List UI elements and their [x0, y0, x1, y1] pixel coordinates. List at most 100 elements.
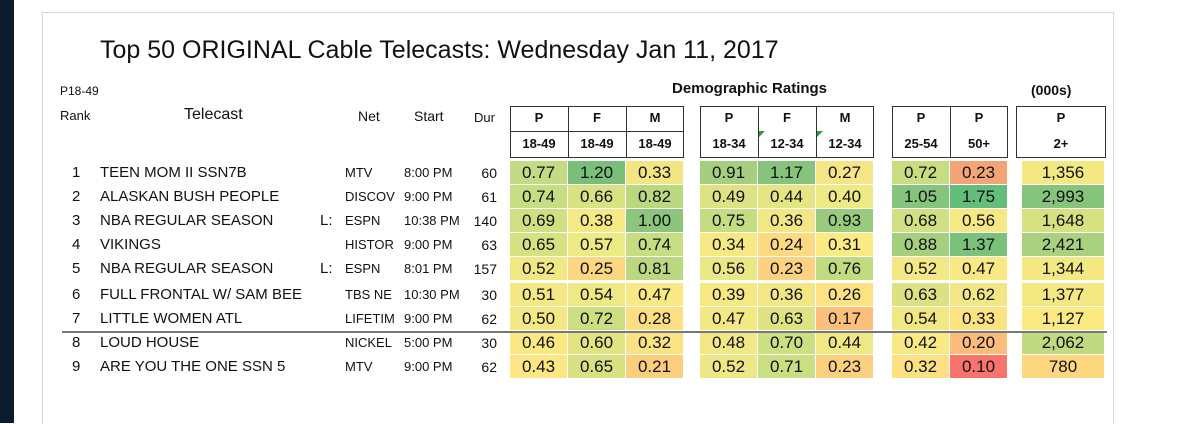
rating-cell: 0.51 — [510, 283, 567, 306]
start-cell: 10:38 PM — [404, 213, 460, 228]
comment-marker-icon — [817, 131, 823, 137]
rating-cell: 0.65 — [510, 233, 567, 256]
telecast-cell: VIKINGS — [100, 236, 161, 253]
rating-cell: 1.17 — [758, 161, 815, 184]
rating-cell: 0.44 — [758, 185, 815, 208]
rating-cell: 0.17 — [816, 307, 873, 330]
rating-cell: 0.76 — [816, 257, 873, 280]
column-head-top: P — [974, 110, 984, 125]
rating-cell: 0.33 — [626, 161, 683, 184]
telecast-cell: FULL FRONTAL W/ SAM BEE — [100, 286, 302, 303]
rating-cell: 0.62 — [950, 283, 1007, 306]
rating-cell: 0.54 — [892, 307, 949, 330]
net-cell: ESPN — [345, 213, 381, 228]
rank-cell: 5 — [72, 260, 81, 277]
table-row: 4 VIKINGS HISTOR 9:00 PM 63 0.65 0.57 0.74 0.34 0… — [0, 233, 1180, 257]
p18-label: P18-49 — [60, 84, 99, 98]
rating-cell: 0.52 — [510, 257, 567, 280]
telecast-header: Telecast — [184, 106, 243, 123]
telecast-cell: LITTLE WOMEN ATL — [100, 310, 243, 327]
column-head-divider — [626, 106, 627, 158]
column-head-divider — [568, 106, 569, 158]
rating-cell: 0.63 — [758, 307, 815, 330]
rating-cell: 0.69 — [510, 209, 567, 232]
rating-cell: 0.46 — [510, 331, 567, 354]
rating-cell: 0.52 — [700, 355, 757, 378]
rating-cell: 1,648 — [1022, 209, 1104, 232]
rating-cell: 0.28 — [626, 307, 683, 330]
column-head-bottom: 50+ — [967, 136, 991, 151]
rating-cell: 0.71 — [758, 355, 815, 378]
rating-cell: 0.47 — [626, 283, 683, 306]
rating-cell: 0.70 — [758, 331, 815, 354]
rating-cell: 0.93 — [816, 209, 873, 232]
rating-cell: 0.23 — [758, 257, 815, 280]
rating-cell: 1.05 — [892, 185, 949, 208]
column-head-divider — [758, 106, 759, 158]
rating-cell: 1,344 — [1022, 257, 1104, 280]
rating-cell: 0.68 — [892, 209, 949, 232]
rating-cell: 2,993 — [1022, 185, 1104, 208]
table-row: 6 FULL FRONTAL W/ SAM BEE TBS NE 10:30 PM 30… — [0, 283, 1180, 307]
column-head-top: P — [724, 110, 734, 125]
window-edge — [0, 0, 14, 423]
rating-cell: 0.63 — [892, 283, 949, 306]
column-head-top: P — [1056, 110, 1066, 125]
rating-cell: 0.75 — [700, 209, 757, 232]
rating-cell: 0.43 — [510, 355, 567, 378]
column-head-bottom: 25-54 — [904, 136, 938, 151]
rating-cell: 0.50 — [510, 307, 567, 330]
column-head-top: M — [839, 110, 851, 125]
start-cell: 9:00 PM — [404, 237, 453, 252]
column-head-top: F — [593, 110, 601, 125]
rank-cell: 8 — [72, 334, 81, 351]
rating-cell: 0.25 — [568, 257, 625, 280]
rating-cell: 0.47 — [950, 257, 1007, 280]
rating-cell: 0.65 — [568, 355, 625, 378]
net-cell: HISTOR — [345, 237, 394, 252]
rank-cell: 3 — [72, 212, 81, 229]
rating-cell: 1.20 — [568, 161, 625, 184]
start-cell: 10:30 PM — [404, 287, 460, 302]
net-cell: MTV — [345, 359, 373, 374]
live-flag: L: — [320, 212, 333, 229]
column-head-top: P — [534, 110, 544, 125]
dur-cell: 157 — [473, 261, 497, 277]
rating-cell: 0.38 — [568, 209, 625, 232]
dur-cell: 30 — [481, 287, 497, 303]
net-cell: NICKEL — [345, 335, 392, 350]
start-cell: 9:00 PM — [404, 311, 453, 326]
net-cell: ESPN — [345, 261, 381, 276]
net-header: Net — [358, 108, 380, 124]
rating-cell: 0.54 — [568, 283, 625, 306]
rating-cell: 0.91 — [700, 161, 757, 184]
dur-cell: 62 — [481, 359, 497, 375]
column-head-bottom: 2+ — [1053, 136, 1069, 151]
column-head-midline — [510, 131, 684, 132]
net-cell: MTV — [345, 165, 373, 180]
start-cell: 8:00 PM — [404, 165, 453, 180]
dur-cell: 140 — [473, 213, 497, 229]
rating-cell: 0.49 — [700, 185, 757, 208]
rating-cell: 0.72 — [892, 161, 949, 184]
rating-cell: 0.31 — [816, 233, 873, 256]
column-head-divider — [816, 106, 817, 158]
rating-cell: 0.23 — [950, 161, 1007, 184]
rating-cell: 0.36 — [758, 209, 815, 232]
column-head-bottom: 12-34 — [828, 136, 862, 151]
top5-separator — [62, 331, 1107, 333]
rating-cell: 0.81 — [626, 257, 683, 280]
telecast-cell: ARE YOU THE ONE SSN 5 — [100, 358, 286, 375]
telecast-cell: TEEN MOM II SSN7B — [100, 164, 247, 181]
rating-cell: 0.66 — [568, 185, 625, 208]
column-head-bottom: 12-34 — [770, 136, 804, 151]
rating-cell: 0.27 — [816, 161, 873, 184]
column-head-bottom: 18-49 — [580, 136, 614, 151]
rating-cell: 0.74 — [626, 233, 683, 256]
rank-cell: 1 — [72, 164, 81, 181]
column-header-group — [510, 106, 684, 158]
demographic-ratings-header: Demographic Ratings — [672, 80, 828, 97]
rank-cell: 9 — [72, 358, 81, 375]
rating-cell: 0.21 — [626, 355, 683, 378]
rank-cell: 7 — [72, 310, 81, 327]
